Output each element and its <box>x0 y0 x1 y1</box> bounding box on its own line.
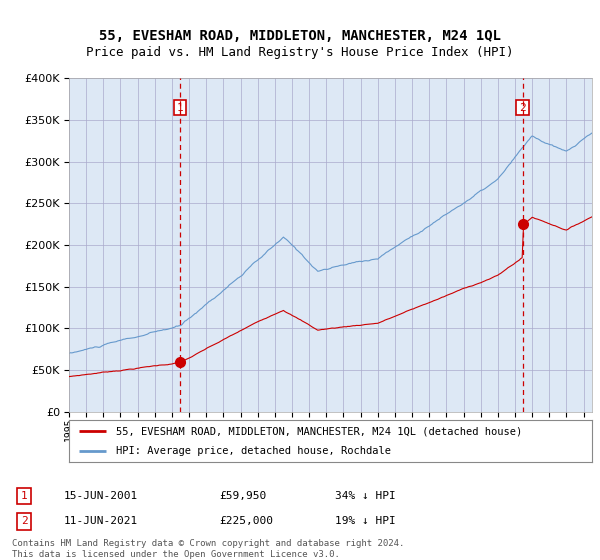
Text: £59,950: £59,950 <box>220 491 266 501</box>
Text: 55, EVESHAM ROAD, MIDDLETON, MANCHESTER, M24 1QL: 55, EVESHAM ROAD, MIDDLETON, MANCHESTER,… <box>99 29 501 44</box>
Text: HPI: Average price, detached house, Rochdale: HPI: Average price, detached house, Roch… <box>116 446 391 456</box>
Text: Price paid vs. HM Land Registry's House Price Index (HPI): Price paid vs. HM Land Registry's House … <box>86 46 514 59</box>
Text: Contains HM Land Registry data © Crown copyright and database right 2024.
This d: Contains HM Land Registry data © Crown c… <box>12 539 404 559</box>
Text: 1: 1 <box>176 102 183 113</box>
Text: £225,000: £225,000 <box>220 516 274 526</box>
Text: 2: 2 <box>519 102 526 113</box>
Text: 11-JUN-2021: 11-JUN-2021 <box>64 516 138 526</box>
Text: 55, EVESHAM ROAD, MIDDLETON, MANCHESTER, M24 1QL (detached house): 55, EVESHAM ROAD, MIDDLETON, MANCHESTER,… <box>116 426 523 436</box>
Text: 19% ↓ HPI: 19% ↓ HPI <box>335 516 395 526</box>
Text: 2: 2 <box>20 516 28 526</box>
Text: 34% ↓ HPI: 34% ↓ HPI <box>335 491 395 501</box>
Text: 15-JUN-2001: 15-JUN-2001 <box>64 491 138 501</box>
Text: 1: 1 <box>20 491 28 501</box>
